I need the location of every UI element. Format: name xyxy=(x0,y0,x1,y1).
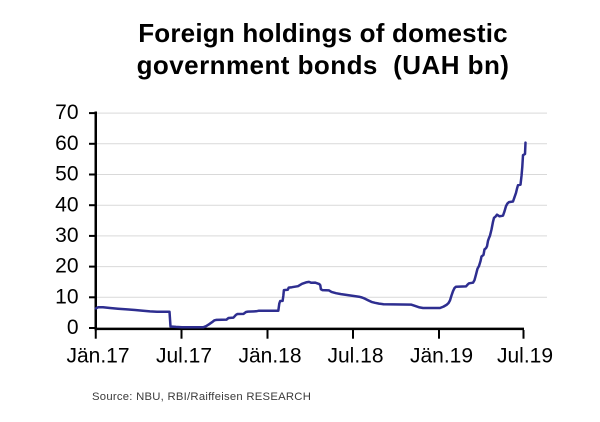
svg-text:30: 30 xyxy=(55,224,78,247)
svg-text:50: 50 xyxy=(55,163,78,186)
svg-text:20: 20 xyxy=(55,255,78,278)
svg-text:0: 0 xyxy=(67,316,79,339)
svg-text:Jul.18: Jul.18 xyxy=(327,345,383,368)
svg-text:40: 40 xyxy=(55,193,78,216)
svg-text:Jul.17: Jul.17 xyxy=(156,345,212,368)
svg-text:10: 10 xyxy=(55,285,78,308)
svg-text:Jän.18: Jän.18 xyxy=(238,345,301,368)
svg-text:70: 70 xyxy=(55,101,78,124)
svg-text:Jän.19: Jän.19 xyxy=(410,345,473,368)
svg-text:Jul.19: Jul.19 xyxy=(497,345,553,368)
svg-text:60: 60 xyxy=(55,132,78,155)
svg-text:Jän.17: Jän.17 xyxy=(66,345,129,368)
